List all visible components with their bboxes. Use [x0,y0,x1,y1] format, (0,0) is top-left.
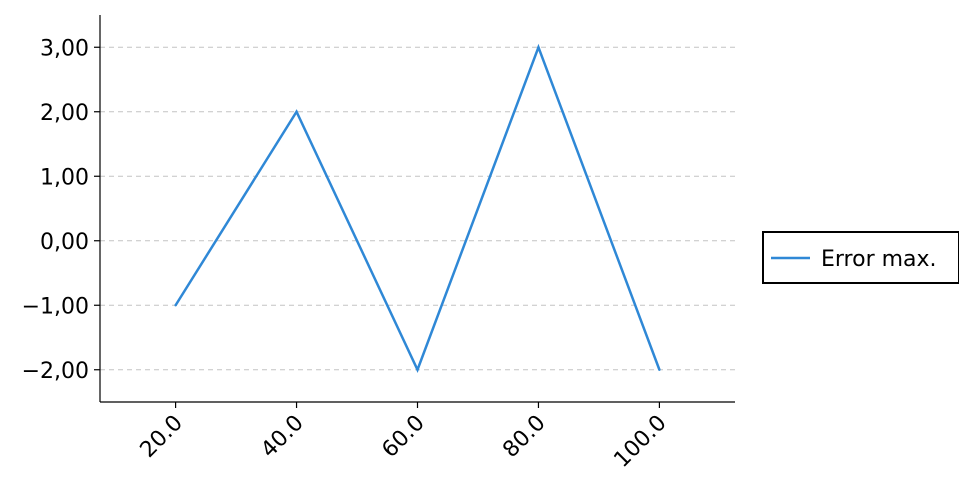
x-tick-label: 100.0 [609,411,671,473]
data-point [174,304,177,307]
x-tick-label: 40.0 [256,411,308,463]
data-point [658,368,661,371]
y-tick-label: 1,00 [40,165,89,190]
x-tick-label: 80.0 [498,411,550,463]
y-axis-ticks: −2,00 −1,00 0,00 1,00 2,00 3,00 [22,36,100,384]
data-point [416,368,419,371]
y-tick-label: 0,00 [40,230,89,255]
data-point [295,110,298,113]
x-tick-label: 60.0 [377,411,429,463]
legend-label: Error max. [821,247,937,272]
legend: Error max. [762,231,959,284]
y-tick-label: 2,00 [40,101,89,126]
axes [99,15,735,403]
grid-lines [100,46,735,371]
y-tick-label: 3,00 [40,36,89,61]
data-point [537,46,540,49]
x-tick-label: 20.0 [136,411,188,463]
y-tick-label: −1,00 [22,294,89,319]
series-line [174,43,661,373]
series [174,43,661,373]
x-axis-ticks: 20.0 40.0 60.0 80.0 100.0 [136,402,672,473]
y-tick-label: −2,00 [22,359,89,384]
